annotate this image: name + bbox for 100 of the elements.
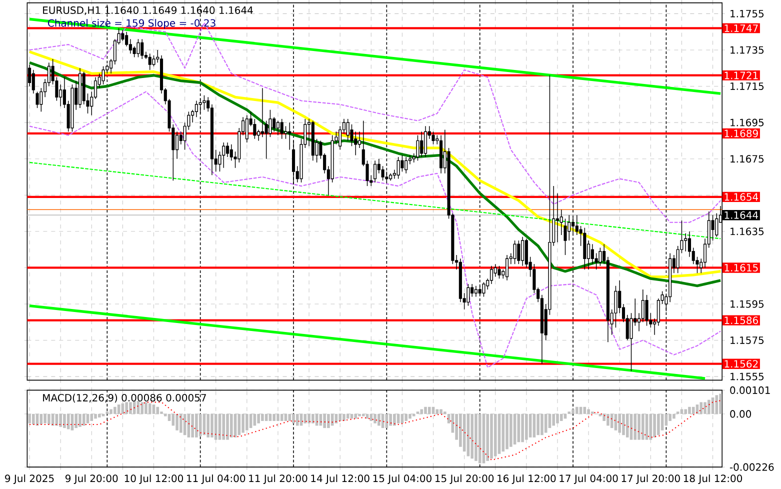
y-tick-label: 1.1595 bbox=[730, 300, 764, 308]
bar bbox=[525, 414, 528, 440]
candlestick bbox=[125, 31, 128, 47]
bar bbox=[74, 414, 78, 428]
x-tick-label: 9 Jul 2025 bbox=[5, 474, 54, 484]
bar bbox=[156, 406, 160, 414]
bar bbox=[408, 414, 412, 419]
bar bbox=[327, 414, 330, 428]
ref-line-label: 1.1747 bbox=[724, 24, 758, 32]
bar bbox=[420, 409, 424, 414]
ref-line-label: 1.1654 bbox=[724, 193, 758, 201]
bar bbox=[48, 414, 50, 424]
candlestick bbox=[668, 252, 672, 303]
bar bbox=[82, 414, 86, 426]
bar bbox=[32, 414, 35, 424]
candlestick bbox=[474, 285, 478, 298]
bar bbox=[389, 414, 392, 426]
bar bbox=[645, 414, 648, 440]
bar bbox=[292, 414, 295, 424]
bar bbox=[110, 409, 112, 414]
bar bbox=[626, 414, 629, 438]
candlestick bbox=[288, 122, 292, 150]
candlestick bbox=[590, 244, 594, 264]
bar bbox=[618, 414, 622, 433]
bar bbox=[634, 414, 637, 440]
ref-line-label: 1.1586 bbox=[724, 316, 758, 324]
candlestick bbox=[389, 172, 392, 181]
bar bbox=[440, 409, 442, 414]
bar bbox=[606, 414, 610, 426]
bar bbox=[572, 409, 574, 414]
x-tick-label: 10 Jul 12:00 bbox=[124, 474, 183, 484]
bar bbox=[129, 402, 132, 414]
candlestick bbox=[458, 258, 462, 303]
candlestick bbox=[32, 70, 35, 94]
bar bbox=[404, 414, 408, 421]
x-tick-label: 16 Jul 12:00 bbox=[498, 474, 556, 484]
candlestick bbox=[521, 236, 524, 266]
candlestick bbox=[245, 114, 248, 143]
bar bbox=[521, 414, 524, 442]
y-tick-label: 1.1555 bbox=[730, 372, 764, 380]
bar bbox=[672, 414, 676, 419]
y-tick-label: 0.00101 bbox=[730, 386, 770, 394]
x-tick-label: 15 Jul 20:00 bbox=[435, 474, 494, 484]
y-tick-label: 0.00 bbox=[730, 410, 752, 418]
bar bbox=[144, 402, 148, 414]
candlestick bbox=[641, 289, 644, 322]
chart-title: MACD(12,26,9) 0.00086 0.00057 bbox=[43, 394, 206, 403]
candlestick bbox=[490, 266, 494, 284]
bar bbox=[370, 414, 373, 421]
bar bbox=[148, 403, 152, 414]
candlestick bbox=[338, 126, 342, 150]
bar bbox=[622, 414, 625, 436]
candlestick bbox=[656, 298, 660, 326]
bar bbox=[657, 414, 660, 436]
bar bbox=[342, 414, 346, 421]
bar bbox=[230, 414, 233, 438]
candlestick bbox=[575, 214, 578, 236]
candlestick bbox=[210, 104, 214, 176]
bar bbox=[653, 414, 656, 438]
bar bbox=[86, 414, 90, 424]
bar bbox=[704, 402, 706, 414]
candlestick bbox=[128, 38, 132, 54]
bar bbox=[78, 414, 82, 427]
ref-line-label: 1.1721 bbox=[724, 72, 758, 80]
bar bbox=[378, 414, 380, 426]
bar bbox=[556, 414, 559, 424]
candlestick bbox=[140, 38, 144, 60]
bar bbox=[494, 414, 497, 456]
bar bbox=[470, 414, 474, 459]
bar bbox=[428, 406, 431, 414]
y-tick-label: 1.1635 bbox=[730, 228, 764, 236]
bar bbox=[700, 402, 703, 414]
bar bbox=[117, 404, 120, 414]
bar bbox=[436, 409, 439, 414]
bar bbox=[424, 406, 427, 414]
candlestick bbox=[424, 126, 428, 158]
candlestick bbox=[374, 160, 377, 183]
x-tick-label: 18 Jul 12:00 bbox=[684, 474, 742, 484]
candlestick bbox=[524, 238, 528, 268]
y-tick-label: 1.1695 bbox=[730, 118, 764, 126]
ref-line-label: 1.1562 bbox=[724, 360, 758, 368]
bar bbox=[576, 406, 578, 414]
candlestick bbox=[260, 88, 264, 138]
x-tick-label: 11 Jul 04:00 bbox=[187, 474, 246, 484]
bar bbox=[396, 414, 400, 424]
candlestick bbox=[272, 116, 276, 132]
bar bbox=[506, 414, 508, 450]
bar bbox=[346, 414, 350, 419]
bar bbox=[323, 414, 326, 428]
bar bbox=[688, 406, 691, 414]
bar bbox=[354, 414, 358, 419]
candlestick bbox=[226, 142, 230, 158]
x-tick-label: 17 Jul 04:00 bbox=[560, 474, 618, 484]
bar bbox=[708, 400, 710, 414]
line-series bbox=[28, 91, 722, 368]
bar bbox=[94, 414, 97, 419]
candlestick bbox=[404, 156, 408, 174]
bar bbox=[587, 409, 590, 414]
candlestick bbox=[440, 134, 443, 174]
bar bbox=[246, 414, 248, 430]
